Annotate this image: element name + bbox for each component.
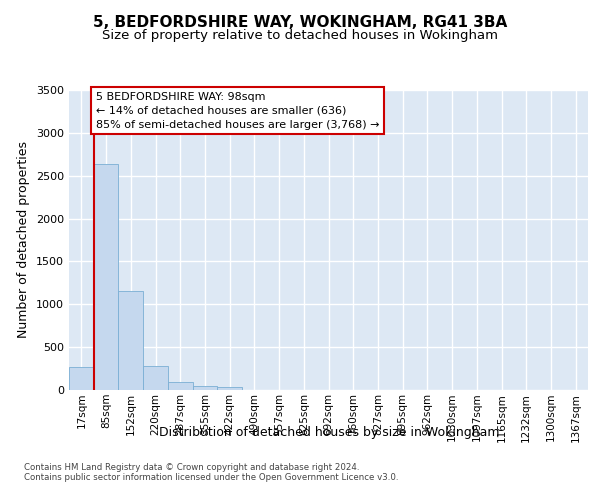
Bar	[168, 382, 193, 390]
Bar	[118, 292, 143, 390]
Bar	[94, 164, 118, 390]
Text: 5, BEDFORDSHIRE WAY, WOKINGHAM, RG41 3BA: 5, BEDFORDSHIRE WAY, WOKINGHAM, RG41 3BA	[93, 15, 507, 30]
Text: 5 BEDFORDSHIRE WAY: 98sqm
← 14% of detached houses are smaller (636)
85% of semi: 5 BEDFORDSHIRE WAY: 98sqm ← 14% of detac…	[95, 92, 379, 130]
Bar	[193, 386, 217, 390]
Text: Distribution of detached houses by size in Wokingham: Distribution of detached houses by size …	[158, 426, 499, 439]
Y-axis label: Number of detached properties: Number of detached properties	[17, 142, 31, 338]
Bar	[69, 367, 94, 390]
Bar	[217, 386, 242, 390]
Text: Size of property relative to detached houses in Wokingham: Size of property relative to detached ho…	[102, 28, 498, 42]
Text: Contains HM Land Registry data © Crown copyright and database right 2024.
Contai: Contains HM Land Registry data © Crown c…	[24, 463, 398, 482]
Bar	[143, 366, 168, 390]
